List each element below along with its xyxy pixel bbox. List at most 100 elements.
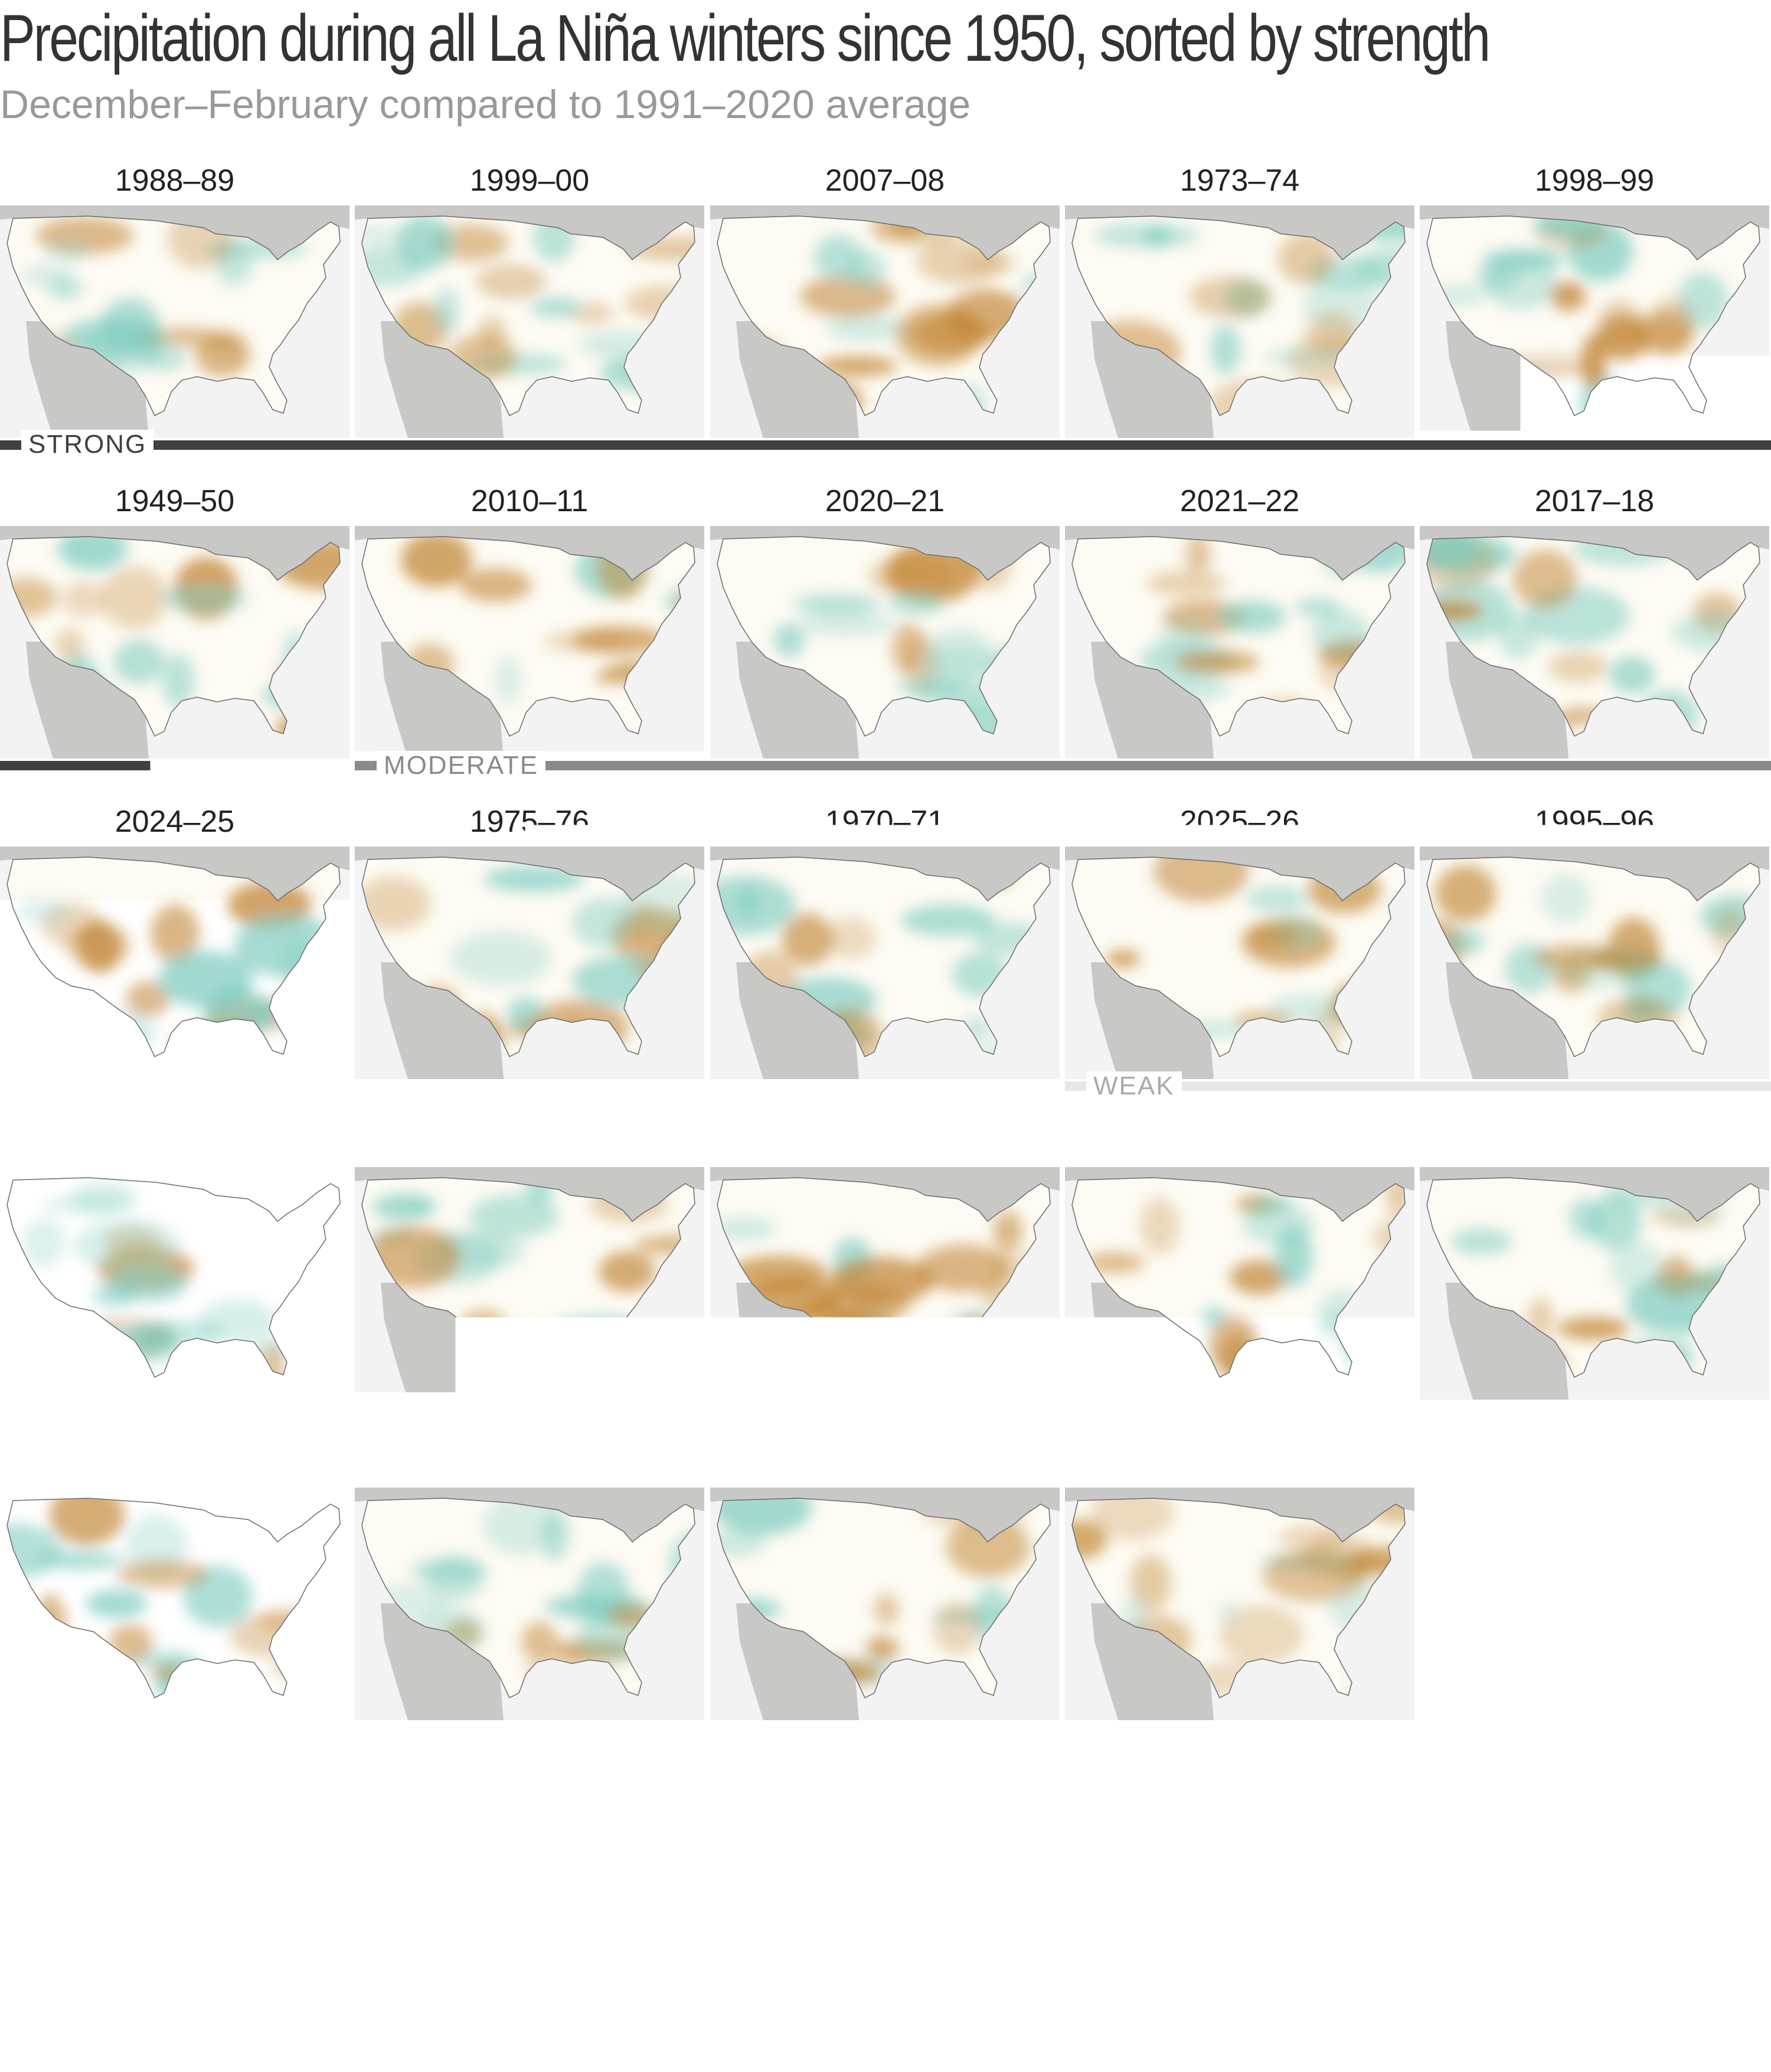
- strength-bar: [0, 1081, 1060, 1091]
- strength-bar: [0, 1401, 1771, 1411]
- precip-anomaly-blob: [1275, 1225, 1312, 1287]
- precip-anomaly-blob: [22, 1218, 65, 1267]
- legend-mid-label: 0: [875, 1948, 893, 1985]
- precip-map-panel: [355, 847, 704, 1079]
- precip-anomaly-blob: [1318, 652, 1365, 691]
- legend-max-label: 12+: [1211, 1948, 1266, 1985]
- precip-anomaly-blob: [825, 315, 907, 340]
- precip-map-panel: [1065, 205, 1414, 438]
- panel-year-label: 1970–71: [710, 804, 1060, 839]
- precip-anomaly-blob: [554, 1022, 594, 1064]
- precip-anomaly-blob: [1657, 1341, 1694, 1373]
- chart-subtitle: December–February compared to 1991–2020 …: [0, 81, 971, 128]
- precip-map-panel: [355, 205, 704, 438]
- us-precip-map: [710, 847, 1060, 1079]
- precip-anomaly-blob: [116, 1560, 209, 1589]
- precip-map-panel: [355, 526, 704, 759]
- precip-anomaly-blob: [1349, 1319, 1414, 1380]
- precip-map-panel: [355, 1488, 704, 1720]
- precip-anomaly-blob: [158, 951, 253, 1008]
- us-precip-map: [0, 1488, 349, 1720]
- precip-anomaly-blob: [888, 592, 944, 615]
- precip-anomaly-blob: [572, 626, 665, 653]
- us-precip-map: [1420, 205, 1769, 438]
- precip-anomaly-blob: [1345, 996, 1410, 1038]
- precip-anomaly-blob: [1499, 613, 1538, 659]
- panel-year-label: 1995–96: [1420, 804, 1769, 839]
- panel-year-label: 2007–08: [710, 163, 1060, 198]
- strength-bar: [0, 761, 349, 770]
- precip-anomaly-blob: [1432, 285, 1485, 306]
- strength-label-strong: STRONG: [21, 430, 153, 459]
- legend-color-ramp: [532, 1907, 1239, 1940]
- precip-anomaly-blob: [573, 956, 679, 1006]
- precip-map-panel: [710, 205, 1060, 438]
- us-precip-map: [1065, 847, 1414, 1079]
- precip-anomaly-blob: [638, 1315, 704, 1344]
- precip-anomaly-blob: [355, 227, 401, 244]
- precip-anomaly-blob: [74, 1219, 181, 1272]
- precip-anomaly-blob: [625, 286, 704, 321]
- panel-year-label: 2000–01: [710, 1445, 1060, 1481]
- precip-anomaly-blob: [234, 914, 340, 977]
- precip-anomaly-blob: [1247, 925, 1299, 948]
- panel-year-label: 2011–12: [1420, 1125, 1769, 1160]
- precip-anomaly-blob: [599, 1251, 655, 1292]
- precip-anomaly-blob: [55, 629, 84, 662]
- us-precip-map: [0, 205, 349, 438]
- panel-year-label: 2020–21: [710, 483, 1060, 519]
- precip-map-panel: [0, 1167, 349, 1400]
- precip-anomaly-blob: [476, 264, 546, 299]
- precip-anomaly-blob: [1027, 648, 1060, 688]
- us-precip-map: [355, 1488, 704, 1720]
- panel-year-label: 1983–84: [1065, 1445, 1414, 1481]
- precip-anomaly-blob: [0, 346, 34, 393]
- precip-anomaly-blob: [1106, 950, 1140, 968]
- precip-anomaly-blob: [1609, 656, 1655, 694]
- precip-anomaly-blob: [1512, 550, 1577, 608]
- precip-anomaly-blob: [911, 313, 992, 353]
- precip-anomaly-blob: [62, 581, 106, 617]
- precip-anomaly-blob: [1211, 325, 1240, 375]
- us-precip-map: [710, 526, 1060, 759]
- strength-label-moderate: MODERATE: [377, 751, 545, 780]
- panel-year-label: 2016–17: [355, 1445, 704, 1481]
- precip-map-panel: [710, 526, 1060, 759]
- precip-anomaly-blob: [162, 654, 194, 708]
- precip-anomaly-blob: [1360, 982, 1415, 1015]
- precip-anomaly-blob: [101, 566, 168, 630]
- panel-year-label: 1999–00: [355, 163, 704, 198]
- precip-anomaly-blob: [866, 1636, 898, 1661]
- legend-min-label: −12: [502, 1948, 556, 1985]
- precip-anomaly-blob: [151, 1664, 181, 1682]
- precip-anomaly-blob: [172, 1024, 256, 1067]
- precip-anomaly-blob: [1318, 1311, 1354, 1339]
- precip-anomaly-blob: [1220, 1606, 1303, 1664]
- us-precip-map: [0, 526, 349, 759]
- panel-year-label: 2008–09: [355, 1125, 704, 1160]
- precip-anomaly-blob: [994, 1210, 1022, 1251]
- precip-map-panel: [1065, 526, 1414, 759]
- precip-anomaly-blob: [600, 355, 690, 391]
- precip-anomaly-blob: [1140, 1198, 1179, 1255]
- precip-anomaly-blob: [1208, 1316, 1259, 1375]
- us-precip-map: [355, 1167, 704, 1400]
- precip-anomaly-blob: [1649, 298, 1695, 355]
- precip-anomaly-blob: [48, 278, 83, 299]
- precip-map-panel: [1420, 205, 1769, 438]
- precip-anomaly-blob: [1451, 1228, 1512, 1254]
- precip-anomaly-blob: [1218, 601, 1286, 633]
- precip-anomaly-blob: [782, 913, 833, 966]
- precip-anomaly-blob: [580, 331, 659, 358]
- precip-anomaly-blob: [460, 568, 531, 602]
- precip-anomaly-blob: [494, 656, 522, 704]
- precip-anomaly-blob: [276, 713, 328, 746]
- strength-label-weak: WEAK: [1086, 1071, 1182, 1101]
- panel-year-label: 1975–76: [355, 804, 704, 839]
- precip-anomaly-blob: [798, 613, 894, 636]
- precip-anomaly-blob: [114, 639, 165, 684]
- precip-anomaly-blob: [643, 653, 697, 717]
- precip-anomaly-blob: [552, 1316, 655, 1342]
- strength-bar: [0, 1722, 1415, 1731]
- precip-anomaly-blob: [1533, 945, 1622, 970]
